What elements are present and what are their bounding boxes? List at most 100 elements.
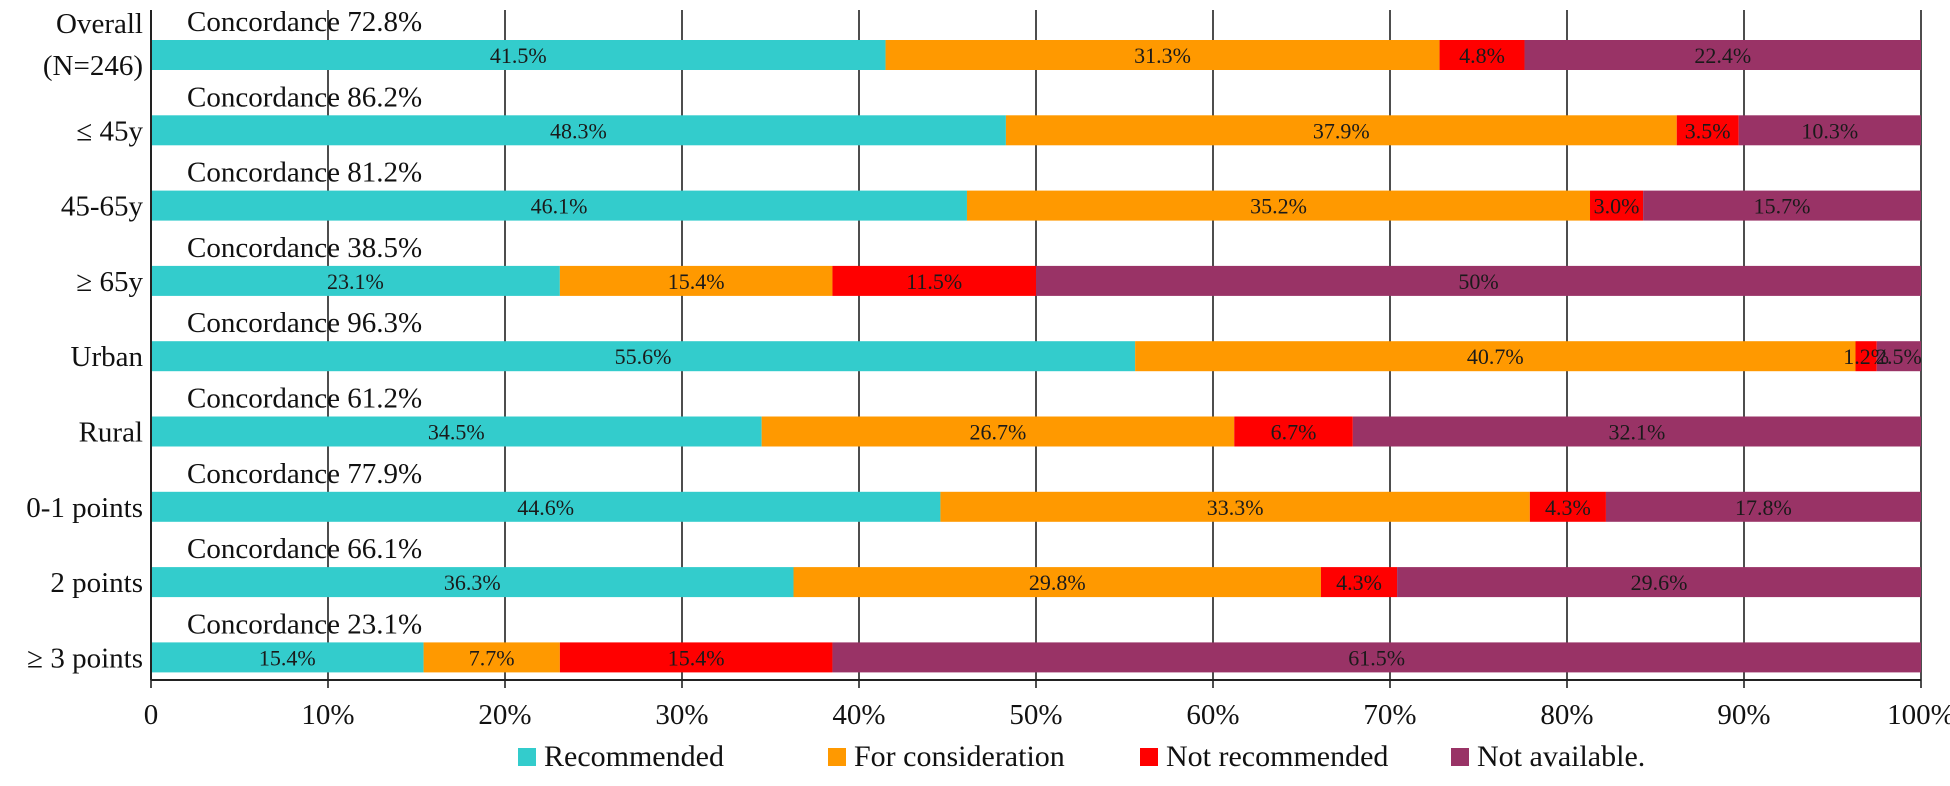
x-tick-label: 20% <box>478 699 531 731</box>
x-tick-label: 40% <box>832 699 885 731</box>
bar-segment <box>151 190 967 221</box>
legend-label: Not recommended <box>1166 740 1388 773</box>
bar-value-label: 37.9% <box>1313 118 1370 143</box>
legend-label: For consideration <box>854 740 1065 773</box>
bar-segment <box>1590 190 1644 221</box>
bar-segment <box>1605 491 1921 522</box>
category-label: Rural <box>79 417 143 449</box>
concordance-label: Concordance 23.1% <box>187 608 422 640</box>
bar-value-label: 22.4% <box>1694 43 1751 68</box>
legend-swatch <box>518 748 536 766</box>
legend: Recommended For consideration Not recommen… <box>518 740 1645 773</box>
concordance-label: Concordance 86.2% <box>187 81 422 113</box>
category-label: 45-65y <box>61 191 144 223</box>
concordance-label: Concordance 96.3% <box>187 307 422 339</box>
bar-value-label: 32.1% <box>1609 420 1666 445</box>
bar-segment <box>1855 341 1877 372</box>
category-label: ≥ 3 points <box>27 642 143 674</box>
bars <box>151 40 1922 673</box>
bar-segment <box>151 115 1006 146</box>
bar-value-label: 36.3% <box>444 570 501 595</box>
bar-segment <box>559 265 833 296</box>
x-tick-label: 90% <box>1717 699 1770 731</box>
bar-segment <box>151 341 1136 372</box>
x-axis: 0 10% 20% 30% 40% 50% 60% 70% 80% 90% 100% <box>144 10 1950 731</box>
bar-value-label: 35.2% <box>1250 194 1307 219</box>
bar-segment <box>1876 341 1921 372</box>
category-label: 0-1 points <box>26 492 143 524</box>
category-label: Urban <box>71 341 144 373</box>
bar-value-label: 26.7% <box>970 420 1027 445</box>
bar-value-label: 55.6% <box>615 344 672 369</box>
category-label: ≤ 45y <box>76 115 143 147</box>
bar-segment <box>1234 416 1353 447</box>
bar-segment <box>559 642 833 673</box>
x-tick-label: 80% <box>1540 699 1593 731</box>
bar-segment <box>1676 115 1739 146</box>
bar-segment <box>761 416 1235 447</box>
bar-value-label: 17.8% <box>1735 495 1792 520</box>
x-tick-label: 100% <box>1887 699 1950 731</box>
bar-value-label: 6.7% <box>1271 420 1317 445</box>
bar-segment <box>151 567 794 598</box>
bar-segment <box>151 265 560 296</box>
bar-segment <box>1135 341 1856 372</box>
bar-value-label: 15.4% <box>668 645 725 670</box>
bar-value-label: 3.5% <box>1685 118 1731 143</box>
bar-segment <box>1643 190 1921 221</box>
bar-value-label: 50% <box>1458 269 1498 294</box>
category-label: ≥ 65y <box>76 266 143 298</box>
x-tick-label: 70% <box>1363 699 1416 731</box>
bar-value-label: 4.3% <box>1336 570 1382 595</box>
concordance-label: Concordance 81.2% <box>187 157 422 189</box>
bar-value-label: 44.6% <box>517 495 574 520</box>
bar-value-label: 10.3% <box>1801 118 1858 143</box>
bar-value-label: 33.3% <box>1207 495 1264 520</box>
concordance-label: Concordance 66.1% <box>187 533 422 565</box>
category-label: 2 points <box>50 567 143 599</box>
bar-segment <box>1005 115 1677 146</box>
bar-value-label: 61.5% <box>1348 645 1405 670</box>
bar-value-label: 41.5% <box>490 43 547 68</box>
bar-segment <box>151 40 886 70</box>
concordance-label: Concordance 77.9% <box>187 458 422 490</box>
legend-label: Recommended <box>544 740 724 773</box>
bar-value-label: 15.4% <box>259 645 316 670</box>
bar-value-label: 15.4% <box>668 269 725 294</box>
bar-segment <box>151 642 424 673</box>
bar-value-label: 29.6% <box>1631 570 1688 595</box>
category-label: Overall <box>56 8 143 40</box>
bar-segment <box>1320 567 1398 598</box>
bar-segment <box>1036 265 1921 296</box>
legend-label: Not available. <box>1477 740 1645 773</box>
bar-value-label: 4.3% <box>1545 495 1591 520</box>
bar-value-label: 15.7% <box>1754 194 1811 219</box>
x-tick-label: 10% <box>301 699 354 731</box>
bar-value-label: 3.0% <box>1594 194 1640 219</box>
bar-value-label: 40.7% <box>1467 344 1524 369</box>
bar-value-label: 31.3% <box>1134 43 1191 68</box>
bar-value-label: 23.1% <box>327 269 384 294</box>
legend-swatch <box>1451 748 1469 766</box>
bar-value-label: 11.5% <box>906 269 962 294</box>
bar-segment <box>423 642 560 673</box>
bar-segment <box>1529 491 1606 522</box>
category-label: (N=246) <box>43 50 143 82</box>
x-tick-label: 60% <box>1186 699 1239 731</box>
x-tick-label: 30% <box>655 699 708 731</box>
bar-segment <box>966 190 1591 221</box>
bar-value-label: 2.5% <box>1876 344 1922 369</box>
bar-segment <box>793 567 1321 598</box>
bar-value-label: 46.1% <box>531 194 588 219</box>
bar-value-label: 7.7% <box>469 645 515 670</box>
bar-segment <box>832 265 1036 296</box>
x-tick-label: 50% <box>1009 699 1062 731</box>
bar-segment <box>940 491 1530 522</box>
legend-swatch <box>1140 748 1158 766</box>
concordance-label: Concordance 38.5% <box>187 232 422 264</box>
bar-segment <box>151 491 941 522</box>
legend-swatch <box>828 748 846 766</box>
bar-segment <box>1738 115 1921 146</box>
bar-segment <box>885 40 1440 70</box>
